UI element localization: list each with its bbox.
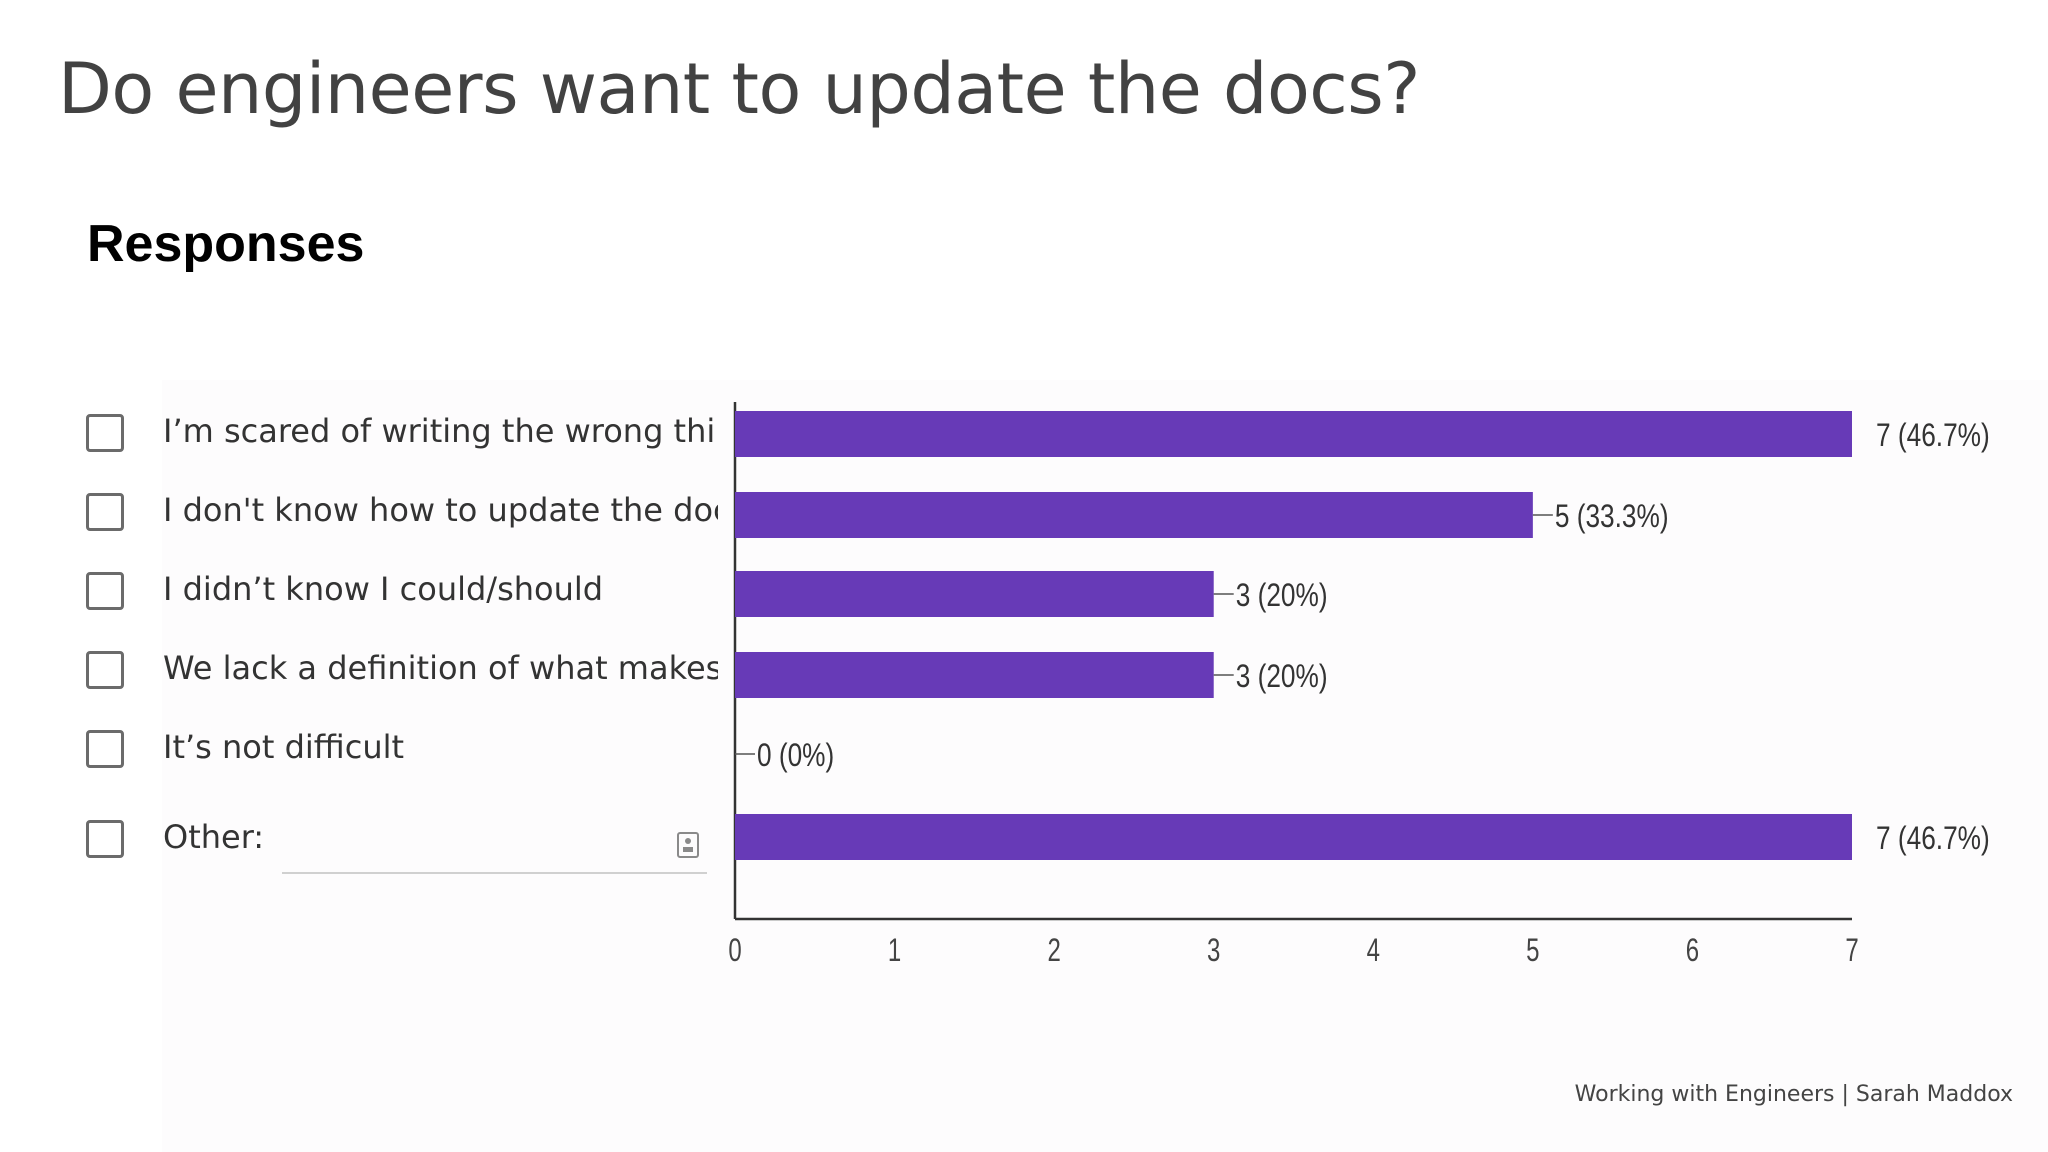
option-label: I didn’t know I could/should (163, 570, 604, 608)
x-tick-label: 2 (1047, 932, 1060, 968)
option-label: We lack a definition of what makes a v (163, 649, 718, 687)
x-tick-label: 1 (888, 932, 901, 968)
bar (735, 492, 1533, 538)
option-label: It’s not difficult (163, 728, 405, 766)
option-checkbox[interactable] (86, 572, 124, 610)
option-row: Other: (0, 810, 720, 870)
option-row: It’s not difficult (0, 720, 720, 780)
option-checkbox[interactable] (86, 820, 124, 858)
x-tick-label: 5 (1526, 932, 1539, 968)
bar (735, 652, 1214, 698)
option-label: I’m scared of writing the wrong thing (163, 412, 718, 450)
option-row: I’m scared of writing the wrong thing (0, 404, 720, 464)
x-tick-label: 4 (1367, 932, 1380, 968)
x-tick-label: 3 (1207, 932, 1220, 968)
option-checkbox[interactable] (86, 651, 124, 689)
data-label: 7 (46.7%) (1876, 419, 1990, 454)
x-tick-label: 0 (728, 932, 741, 968)
bar (735, 814, 1852, 860)
data-label: 3 (20%) (1236, 579, 1328, 614)
option-checkbox[interactable] (86, 414, 124, 452)
contact-card-icon (677, 832, 699, 858)
x-tick-label: 7 (1845, 932, 1858, 968)
slide-footer: Working with Engineers | Sarah Maddox (1574, 1082, 2013, 1107)
other-text-field[interactable] (282, 872, 707, 874)
option-row: We lack a definition of what makes a v (0, 641, 720, 701)
data-label: 5 (33.3%) (1555, 500, 1669, 535)
x-tick-label: 6 (1686, 932, 1699, 968)
data-label: 3 (20%) (1236, 660, 1328, 695)
option-label: Other: (163, 818, 265, 856)
responses-heading: Responses (87, 215, 365, 273)
bar (735, 411, 1852, 457)
option-checkbox[interactable] (86, 493, 124, 531)
option-label: I don't know how to update the docs (163, 491, 718, 529)
option-checkbox[interactable] (86, 730, 124, 768)
option-row: I don't know how to update the docs (0, 483, 720, 543)
data-label: 0 (0%) (757, 739, 834, 774)
data-label: 7 (46.7%) (1876, 822, 1990, 857)
slide-title: Do engineers want to update the docs? (58, 48, 1420, 130)
option-row: I didn’t know I could/should (0, 562, 720, 622)
bar (735, 571, 1214, 617)
